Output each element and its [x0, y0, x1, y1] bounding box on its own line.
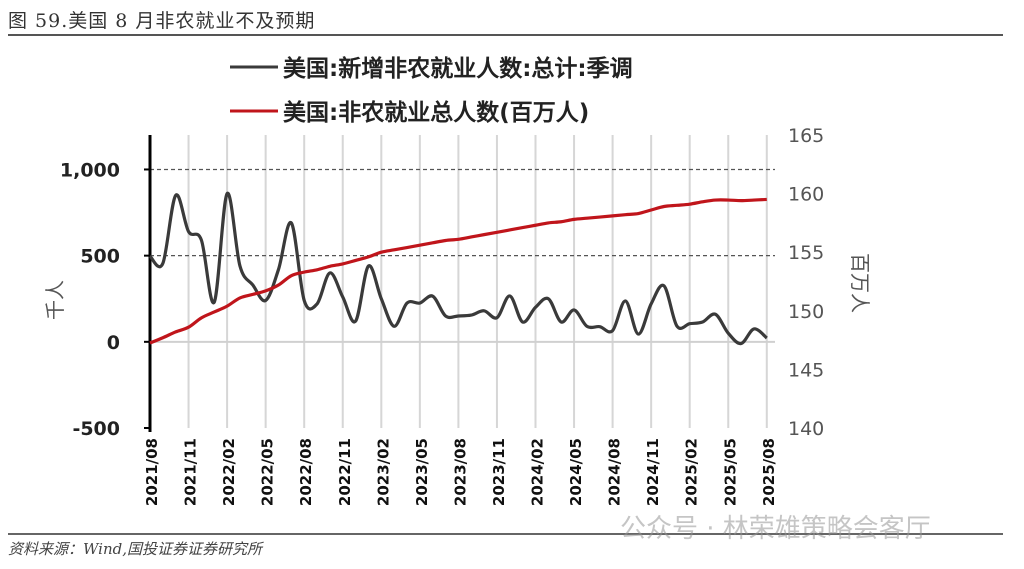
- legend-label-payrolls-change: 美国:新增非农就业人数:总计:季调: [283, 55, 633, 82]
- source-note: 资料来源：Wind,国投证券证券研究所: [8, 540, 262, 558]
- series-line-payrolls-total: [149, 197, 767, 345]
- x-tick-label: 2021/08: [143, 438, 161, 506]
- title-divider: [8, 34, 1003, 36]
- right-tick-label: 145: [788, 359, 824, 381]
- left-tick-label: 0: [107, 332, 120, 354]
- x-tick-label: 2022/02: [220, 438, 238, 506]
- x-tick-label: 2023/08: [451, 438, 469, 506]
- x-tick-label: 2023/05: [413, 438, 431, 506]
- figure-title: 图 59.美国 8 月非农就业不及预期: [8, 10, 316, 32]
- x-tick-label: 2025/02: [683, 438, 701, 506]
- grid: [150, 135, 775, 428]
- series-line-payrolls-change: [148, 191, 768, 346]
- right-tick-label: 160: [788, 184, 824, 206]
- right-tick-label: 150: [788, 301, 824, 323]
- x-tick-label: 2022/11: [336, 438, 354, 506]
- series-lines: [148, 191, 768, 346]
- x-tick-label: 2023/11: [490, 438, 508, 506]
- left-tick-label: 500: [80, 246, 120, 268]
- x-tick-label: 2023/02: [374, 438, 392, 506]
- x-tick-label: 2024/11: [644, 438, 662, 506]
- watermark: 公众号 · 林荣雄策略会客厅: [620, 514, 931, 544]
- left-tick-label: 1,000: [60, 159, 120, 181]
- left-tick-label: -500: [72, 418, 120, 440]
- x-tick-label: 2024/08: [606, 438, 624, 506]
- footer-divider: [8, 533, 1003, 535]
- right-tick-label: 155: [788, 242, 824, 264]
- legend: 美国:新增非农就业人数:总计:季调 美国:非农就业总人数(百万人): [230, 55, 633, 126]
- x-tick-label: 2025/05: [721, 438, 739, 506]
- x-tick-label: 2021/11: [182, 438, 200, 506]
- x-tick-label: 2024/02: [529, 438, 547, 506]
- right-axis-label: 百万人: [848, 253, 872, 313]
- x-tick-label: 2022/05: [259, 438, 277, 506]
- axes: 2021/08 2021/11 2022/02 2022/05 2022/08 2022/…: [60, 125, 824, 506]
- x-tick-label: 2022/08: [297, 438, 315, 506]
- right-tick-label: 140: [788, 418, 824, 440]
- legend-label-payrolls-total: 美国:非农就业总人数(百万人): [283, 99, 589, 126]
- right-tick-label: 165: [788, 125, 824, 147]
- left-axis-label: 千人: [43, 280, 67, 320]
- x-tick-label: 2024/05: [567, 438, 585, 506]
- x-tick-label: 2025/08: [760, 438, 778, 506]
